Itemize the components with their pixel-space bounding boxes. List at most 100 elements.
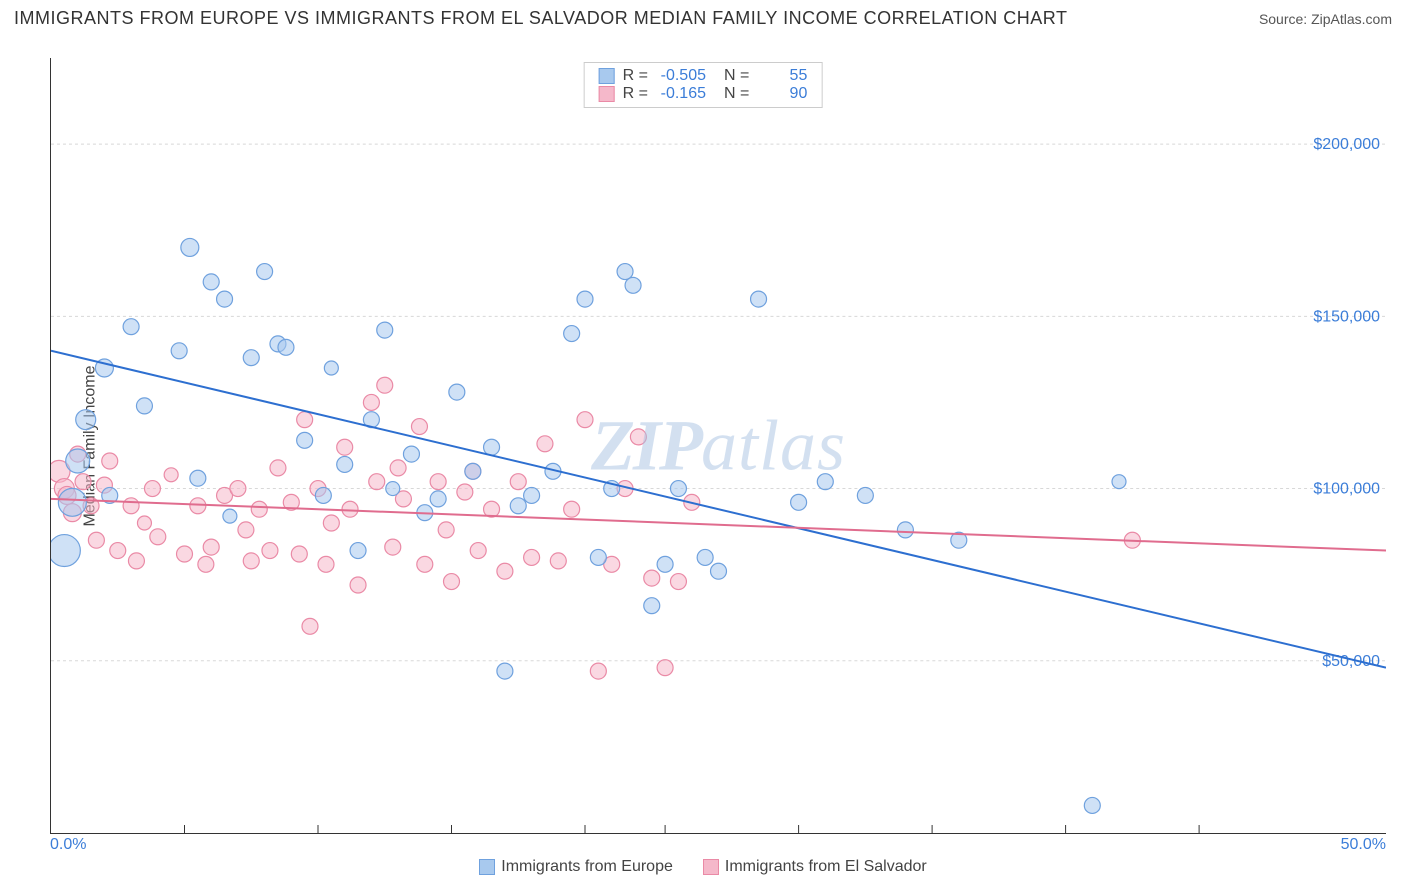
data-point [223, 509, 237, 523]
data-point [411, 419, 427, 435]
data-point [590, 663, 606, 679]
x-axis-labels: 0.0% 50.0% [50, 836, 1386, 856]
data-point [791, 494, 807, 510]
correlation-legend: R =-0.505N =55R =-0.165N =90 [584, 62, 823, 108]
r-label: R = [623, 67, 648, 85]
n-label: N = [724, 67, 749, 85]
data-point [350, 577, 366, 593]
data-point [457, 484, 473, 500]
legend-swatch [479, 859, 495, 875]
data-point [625, 277, 641, 293]
data-point [465, 463, 481, 479]
data-point [430, 491, 446, 507]
data-point [644, 570, 660, 586]
header-row: IMMIGRANTS FROM EUROPE VS IMMIGRANTS FRO… [14, 8, 1392, 29]
data-point [297, 432, 313, 448]
data-point [171, 343, 187, 359]
correlation-legend-row: R =-0.165N =90 [599, 85, 808, 103]
data-point [369, 474, 385, 490]
data-point [590, 549, 606, 565]
data-point [230, 481, 246, 497]
data-point [323, 515, 339, 531]
scatter-svg: $50,000$100,000$150,000$200,000 [51, 58, 1386, 833]
data-point [657, 556, 673, 572]
data-point [350, 543, 366, 559]
data-point [203, 539, 219, 555]
data-point [564, 501, 580, 517]
data-point [75, 474, 91, 490]
data-point [144, 481, 160, 497]
chart-container: IMMIGRANTS FROM EUROPE VS IMMIGRANTS FRO… [0, 0, 1406, 892]
data-point [449, 384, 465, 400]
data-point [564, 326, 580, 342]
r-label: R = [623, 85, 648, 103]
plot-area: $50,000$100,000$150,000$200,000 ZIPatlas [50, 58, 1386, 834]
data-point [510, 498, 526, 514]
legend-swatch [703, 859, 719, 875]
data-point [510, 474, 526, 490]
data-point [217, 291, 233, 307]
data-point [58, 488, 86, 516]
series-legend: Immigrants from EuropeImmigrants from El… [0, 858, 1406, 876]
data-point [257, 264, 273, 280]
data-point [438, 522, 454, 538]
data-point [630, 429, 646, 445]
data-point [670, 574, 686, 590]
y-tick-label: $150,000 [1313, 308, 1380, 325]
data-point [150, 529, 166, 545]
chart-title: IMMIGRANTS FROM EUROPE VS IMMIGRANTS FRO… [14, 8, 1067, 29]
data-point [817, 474, 833, 490]
data-point [198, 556, 214, 572]
data-point [243, 350, 259, 366]
data-point [857, 487, 873, 503]
legend-swatch [599, 68, 615, 84]
data-point [128, 553, 144, 569]
data-point [123, 319, 139, 335]
data-point [102, 453, 118, 469]
data-point [318, 556, 334, 572]
data-point [137, 516, 151, 530]
data-point [337, 439, 353, 455]
data-point [1084, 797, 1100, 813]
data-point [377, 322, 393, 338]
data-point [363, 394, 379, 410]
data-point [644, 598, 660, 614]
data-point [324, 361, 338, 375]
data-point [164, 468, 178, 482]
data-point [657, 660, 673, 676]
y-tick-label: $200,000 [1313, 136, 1380, 153]
data-point [550, 553, 566, 569]
data-point [524, 549, 540, 565]
data-point [302, 618, 318, 634]
data-point [203, 274, 219, 290]
data-point [337, 456, 353, 472]
data-point [123, 498, 139, 514]
legend-label: Immigrants from El Salvador [725, 858, 927, 876]
x-axis-max-label: 50.0% [1341, 836, 1386, 854]
data-point [278, 339, 294, 355]
data-point [51, 535, 80, 567]
data-point [711, 563, 727, 579]
data-point [243, 553, 259, 569]
data-point [177, 546, 193, 562]
data-point [190, 470, 206, 486]
data-point [136, 398, 152, 414]
legend-item: Immigrants from El Salvador [703, 858, 927, 876]
r-value: -0.165 [656, 85, 706, 103]
x-axis-min-label: 0.0% [50, 836, 86, 854]
data-point [524, 487, 540, 503]
data-point [385, 539, 401, 555]
data-point [484, 439, 500, 455]
data-point [417, 556, 433, 572]
data-point [386, 482, 400, 496]
source-attribution: Source: ZipAtlas.com [1259, 11, 1392, 27]
data-point [751, 291, 767, 307]
data-point [897, 522, 913, 538]
data-point [470, 543, 486, 559]
n-label: N = [724, 85, 749, 103]
data-point [403, 446, 419, 462]
n-value: 55 [757, 67, 807, 85]
data-point [315, 487, 331, 503]
r-value: -0.505 [656, 67, 706, 85]
data-point [497, 663, 513, 679]
